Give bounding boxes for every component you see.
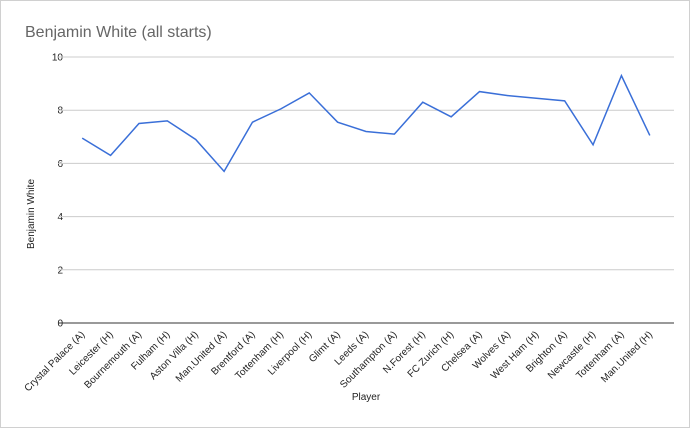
y-tick-label: 4 (57, 212, 63, 223)
y-tick-label: 2 (57, 265, 63, 276)
y-tick-label: 0 (57, 319, 63, 330)
x-axis-label: Player (352, 392, 381, 403)
chart-title: Benjamin White (all starts) (25, 24, 212, 41)
y-tick-label: 10 (52, 53, 64, 64)
line (81, 73, 651, 173)
y-tick-label: 8 (57, 106, 63, 117)
y-tick-label: 6 (57, 159, 63, 170)
y-axis-label: Benjamin White (26, 179, 37, 249)
